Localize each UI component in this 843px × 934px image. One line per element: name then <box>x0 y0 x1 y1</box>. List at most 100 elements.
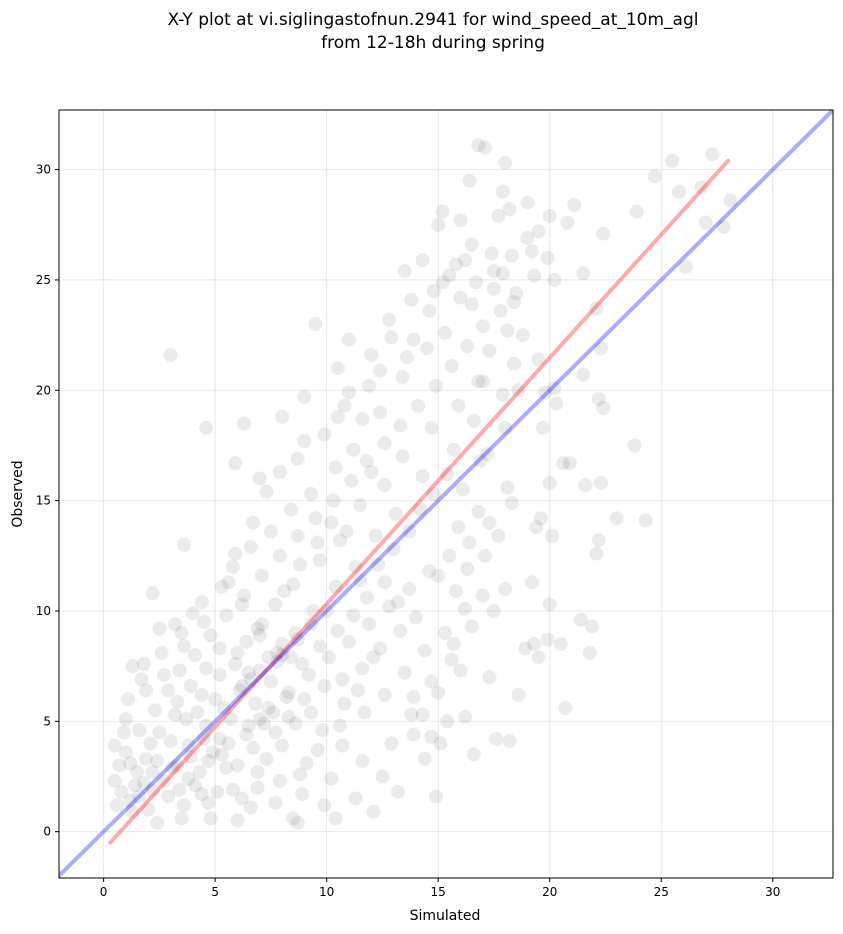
scatter-point <box>502 734 517 749</box>
scatter-point <box>493 303 508 318</box>
scatter-point <box>138 751 153 766</box>
scatter-point <box>638 513 653 528</box>
scatter-point <box>355 754 370 769</box>
scatter-point <box>460 562 475 577</box>
scatter-point <box>136 656 151 671</box>
scatter-point <box>353 498 368 513</box>
scatter-point <box>364 347 379 362</box>
scatter-point <box>359 590 374 605</box>
scatter-point <box>591 533 606 548</box>
scatter-point <box>444 359 459 373</box>
scatter-point <box>431 568 446 583</box>
scatter-point <box>201 754 216 769</box>
scatter-point <box>384 736 399 751</box>
x-tick-label: 0 <box>100 885 108 899</box>
scatter-point <box>190 705 205 720</box>
scatter-point <box>328 460 343 475</box>
scatter-point <box>243 539 258 554</box>
scatter-point <box>283 650 298 665</box>
x-axis-label: Simulated <box>410 908 481 924</box>
scatter-point <box>415 253 430 268</box>
scatter-point <box>431 685 446 700</box>
scatter-point <box>217 701 232 716</box>
scatter-point <box>464 619 479 634</box>
scatter-point <box>212 641 227 656</box>
chart-title: X-Y plot at vi.siglingastofnun.2941 for … <box>167 10 698 53</box>
scatter-point <box>435 204 450 219</box>
scatter-point <box>317 679 332 693</box>
scatter-point <box>520 195 535 210</box>
scatter-point <box>306 603 321 618</box>
scatter-point <box>297 389 312 404</box>
scatter-point <box>312 639 327 654</box>
scatter-point <box>547 381 562 396</box>
scatter-point <box>486 264 501 279</box>
scatter-point <box>491 208 506 223</box>
scatter-point <box>440 714 455 729</box>
scatter-point <box>259 751 274 766</box>
scatter-point <box>373 641 388 656</box>
scatter-point <box>145 765 160 780</box>
scatter-point <box>404 292 419 307</box>
scatter-point <box>449 584 464 599</box>
scatter-point <box>589 301 604 316</box>
scatter-point <box>272 548 287 563</box>
scatter-point <box>121 692 136 707</box>
scatter-point <box>141 802 156 817</box>
x-tick-label: 10 <box>319 885 334 899</box>
scatter-point <box>478 140 493 155</box>
y-tick-label: 20 <box>36 383 51 397</box>
scatter-point <box>123 793 138 808</box>
scatter-point <box>138 683 153 698</box>
scatter-point <box>437 325 452 340</box>
scatter-point <box>179 712 194 727</box>
scatter-point <box>424 420 439 435</box>
scatter-point <box>254 617 269 632</box>
scatter-point <box>589 546 604 561</box>
scatter-point <box>112 758 127 773</box>
scatter-point <box>261 701 276 716</box>
chart-title-line-2: from 12-18h during spring <box>321 33 545 53</box>
scatter-point <box>243 672 258 687</box>
scatter-point <box>199 420 214 435</box>
scatter-point <box>359 453 374 468</box>
x-axis-ticks: 0 5 10 15 20 25 30 <box>100 878 780 899</box>
scatter-point <box>212 731 227 746</box>
scatter-point <box>250 621 265 636</box>
scatter-point <box>150 754 165 769</box>
scatter-point <box>330 623 345 638</box>
scatter-point <box>154 645 169 660</box>
scatter-point <box>705 147 720 162</box>
scatter-point <box>194 595 209 610</box>
scatter-point <box>237 416 252 431</box>
scatter-point <box>221 736 236 751</box>
scatter-point <box>194 687 209 702</box>
scatter-point <box>185 606 200 621</box>
scatter-point <box>453 663 468 678</box>
scatter-point <box>230 813 245 828</box>
scatter-point <box>428 378 443 393</box>
scatter-point <box>188 648 203 663</box>
reference-lines <box>59 110 833 878</box>
scatter-point <box>362 617 377 632</box>
scatter-point <box>529 520 544 535</box>
scatter-point <box>239 634 254 649</box>
scatter-point <box>152 621 167 636</box>
scatter-point <box>382 312 397 327</box>
scatter-point <box>136 776 151 791</box>
scatter-point <box>547 272 562 287</box>
scatter-point <box>263 674 278 689</box>
scatter-point <box>402 524 417 539</box>
scatter-point <box>246 740 261 755</box>
scatter-point <box>350 683 365 698</box>
scatter-point <box>377 436 392 451</box>
scatter-point <box>335 672 350 687</box>
scatter-point <box>203 811 218 826</box>
scatter-point <box>375 769 390 784</box>
scatter-point <box>627 438 642 453</box>
scatter-point <box>348 791 363 806</box>
scatter-point <box>346 442 361 457</box>
scatter-point <box>576 367 591 382</box>
scatter-point <box>252 712 267 727</box>
